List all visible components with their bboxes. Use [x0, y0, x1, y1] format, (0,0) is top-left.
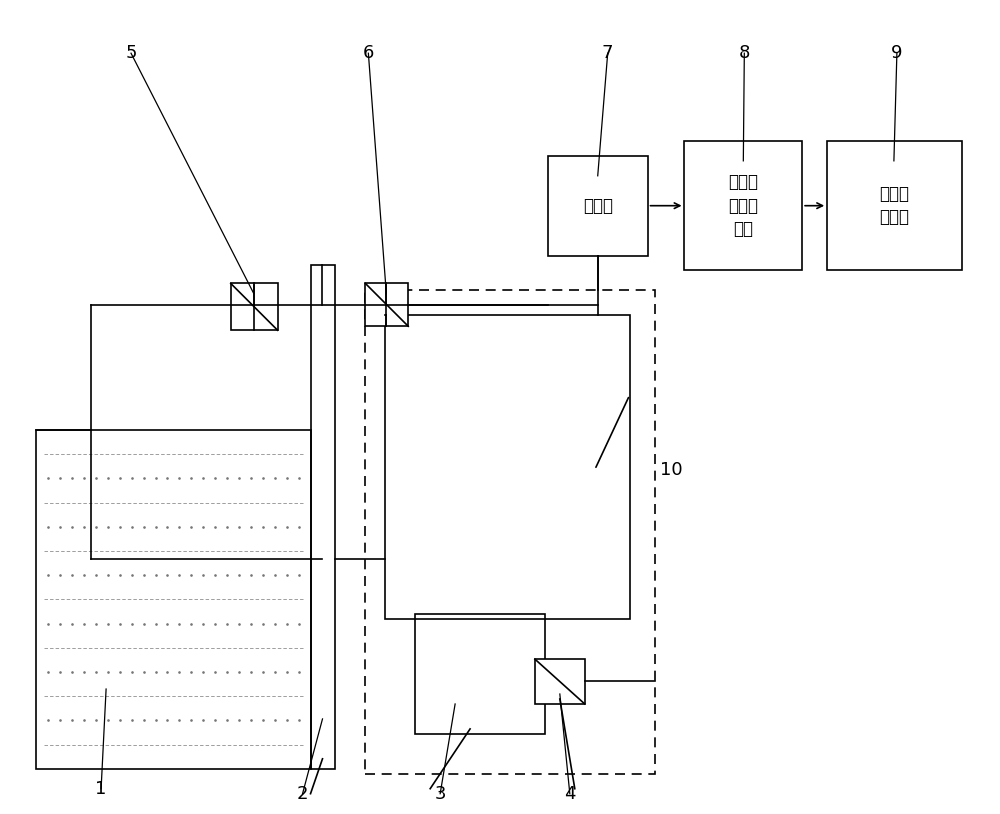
Bar	[365, 291, 655, 774]
Text: 3: 3	[434, 785, 446, 803]
Bar	[311, 265, 335, 768]
Bar	[415, 615, 545, 734]
Text: 6: 6	[363, 44, 374, 62]
Text: 10: 10	[660, 461, 682, 479]
Text: 2: 2	[297, 785, 308, 803]
Text: 9: 9	[891, 44, 903, 62]
Bar	[385, 315, 630, 619]
Text: 7: 7	[602, 44, 613, 62]
Text: 控制盒: 控制盒	[583, 197, 613, 215]
Text: 4: 4	[564, 785, 576, 803]
Bar	[231, 283, 278, 330]
Text: 8: 8	[739, 44, 750, 62]
Bar	[535, 659, 585, 704]
Bar	[365, 283, 408, 326]
Bar	[684, 141, 802, 270]
Bar	[36, 430, 311, 768]
Bar	[548, 155, 648, 256]
Text: 1: 1	[95, 780, 107, 798]
Bar	[827, 141, 962, 270]
Text: 数据采
集处理
模块: 数据采 集处理 模块	[728, 173, 758, 239]
Text: 数据显
示模块: 数据显 示模块	[879, 185, 909, 226]
Text: 5: 5	[125, 44, 137, 62]
